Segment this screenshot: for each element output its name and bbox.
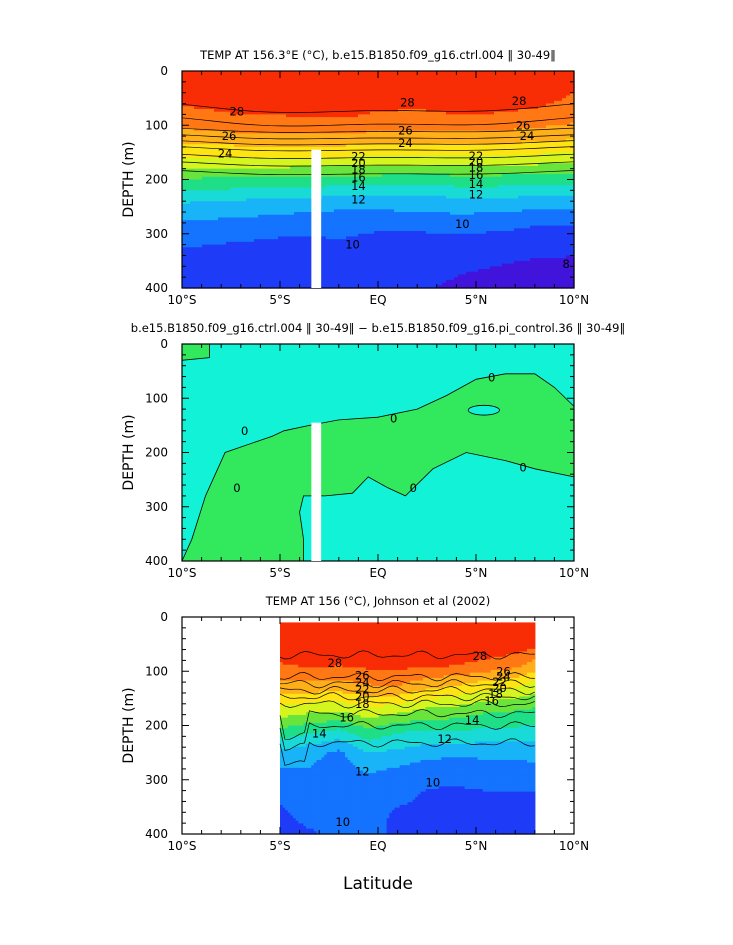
figure-canvas: 10°S 5°S EQ 5°N 10°N0100200300400TEMP AT 156…: [0, 0, 733, 945]
